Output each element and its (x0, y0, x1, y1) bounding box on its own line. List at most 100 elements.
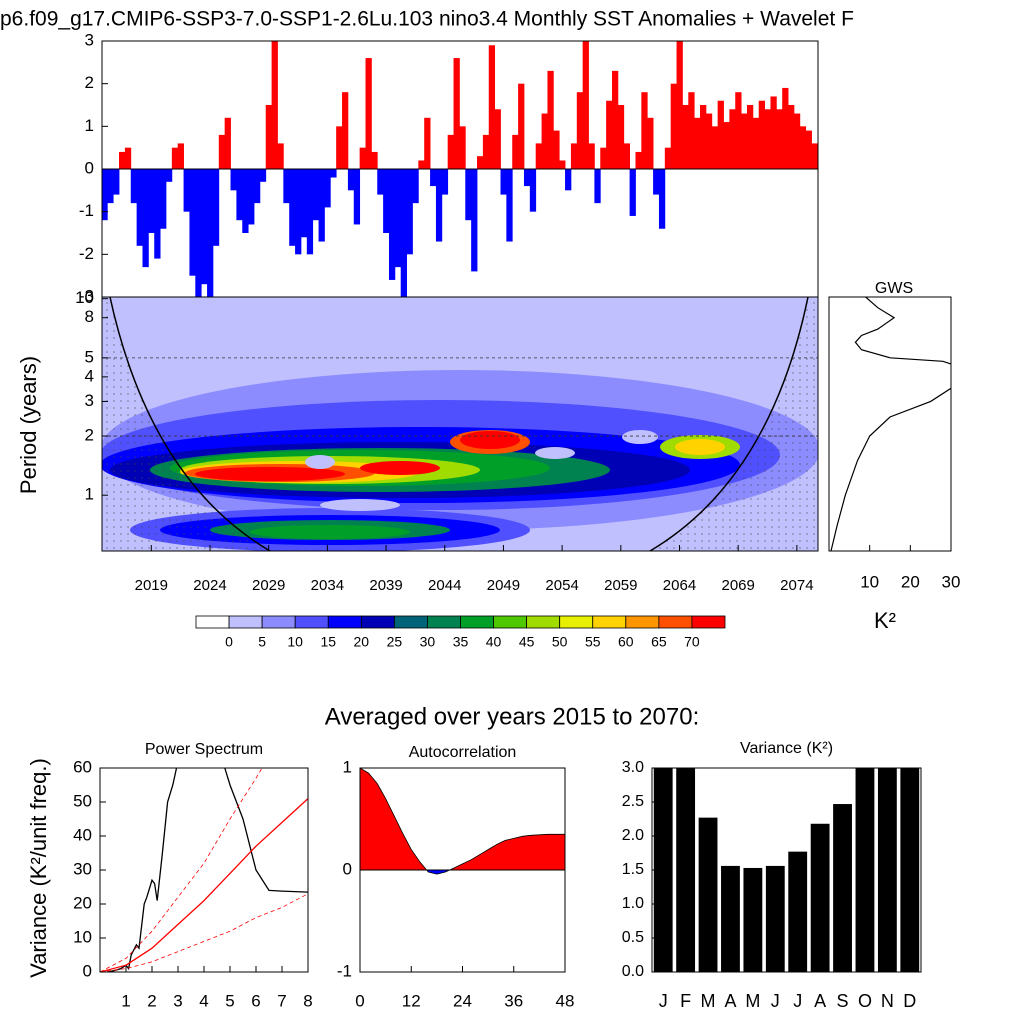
y-tick-label: 2 (85, 73, 94, 92)
bar (424, 117, 431, 169)
bar (283, 169, 290, 204)
colorbar-box (261, 615, 296, 629)
x-tick-label: A (814, 991, 826, 1011)
x-tick-label: 0 (355, 991, 364, 1010)
colorbar-label: 40 (486, 634, 502, 650)
y-tick-label: 3.0 (622, 759, 644, 776)
bar (236, 169, 243, 221)
bar (764, 109, 771, 169)
bar (700, 105, 707, 169)
bar (242, 169, 249, 233)
bar (782, 87, 789, 169)
x-tick-label: F (680, 991, 691, 1011)
x-tick-label: M (701, 991, 716, 1011)
y-tick-label: 8 (85, 307, 94, 326)
bar (230, 169, 237, 191)
x-tick-label: 36 (504, 991, 523, 1010)
bar (477, 156, 484, 169)
y-tick-label: 1.0 (622, 895, 644, 912)
bar (629, 169, 636, 216)
bar (721, 865, 740, 972)
bar (183, 169, 190, 212)
series-line (107, 768, 308, 972)
plot-area (360, 768, 565, 875)
bar (723, 122, 730, 169)
colorbar-box (526, 615, 561, 629)
bar (752, 117, 760, 169)
y-tick-label: -1 (337, 961, 352, 980)
bar (664, 147, 672, 169)
bar (124, 147, 132, 169)
y-tick-label: -3 (79, 286, 94, 305)
bar (177, 143, 184, 169)
bar (717, 100, 724, 169)
bar (383, 169, 390, 233)
colorbar-label: 5 (258, 634, 266, 650)
bar (576, 92, 584, 169)
bar (207, 169, 214, 297)
bar (218, 134, 226, 169)
bar (765, 865, 785, 972)
x-tick-label: 2024 (193, 577, 226, 594)
x-tick-label: N (881, 991, 894, 1011)
x-tick-label: A (724, 991, 736, 1011)
y-tick-label: -1 (79, 201, 94, 220)
colorbar-box (625, 615, 660, 629)
bar (330, 169, 337, 178)
panel-title: GWS (875, 280, 913, 297)
panel-title: Power Spectrum (145, 741, 263, 758)
y-tick-label: 2 (85, 426, 94, 445)
bar (171, 147, 179, 169)
bar (570, 143, 578, 169)
colorbar-label: 65 (651, 634, 667, 650)
colorbar-label: 50 (552, 634, 568, 650)
y-tick-label: 60 (73, 757, 92, 776)
bar (201, 169, 208, 285)
colorbar-label: 20 (354, 634, 370, 650)
bar (565, 169, 572, 191)
y-tick-label: 20 (73, 893, 92, 912)
bar (195, 169, 202, 297)
bar (447, 134, 454, 169)
x-tick-label: J (793, 991, 802, 1011)
bar (359, 147, 366, 169)
x-tick-label: M (745, 991, 760, 1011)
y-tick-label: 1.5 (622, 861, 644, 878)
x-tick-label: 2049 (487, 577, 520, 594)
y-tick-label: 0.0 (622, 963, 644, 980)
colorbar-box (427, 615, 461, 629)
y-tick-label: -2 (79, 244, 94, 263)
bar (811, 143, 818, 169)
x-tick-label: 48 (556, 991, 575, 1010)
panel-title: Variance (K²) (740, 740, 833, 757)
colorbar-box (294, 615, 329, 629)
bar (711, 126, 719, 169)
bar (729, 109, 736, 169)
spectrum-line (830, 297, 951, 551)
bar (799, 126, 807, 169)
bar (529, 169, 537, 212)
bar (494, 109, 501, 169)
heading: Averaged over years 2015 to 2070: (325, 703, 699, 730)
bar (676, 41, 683, 169)
bar (412, 169, 419, 204)
bar (212, 169, 220, 246)
x-tick-label: 24 (453, 991, 472, 1010)
x-axis-label: K² (874, 608, 896, 633)
y-tick-label: 10 (75, 288, 94, 307)
bar (653, 768, 673, 972)
x-tick-label: O (858, 991, 872, 1011)
bar (388, 169, 396, 280)
x-tick-label: 8 (303, 991, 312, 1010)
bar (353, 169, 361, 225)
x-tick-label: 10 (860, 572, 879, 591)
bar (465, 169, 472, 221)
y-tick-label: 40 (73, 825, 92, 844)
plot-frame (828, 296, 952, 552)
bar (810, 823, 830, 972)
colorbar-label: 25 (387, 634, 403, 650)
x-tick-label: 2044 (428, 577, 461, 594)
x-tick-label: 30 (942, 572, 961, 591)
y-tick-label: 3 (85, 391, 94, 410)
bar (102, 169, 108, 221)
